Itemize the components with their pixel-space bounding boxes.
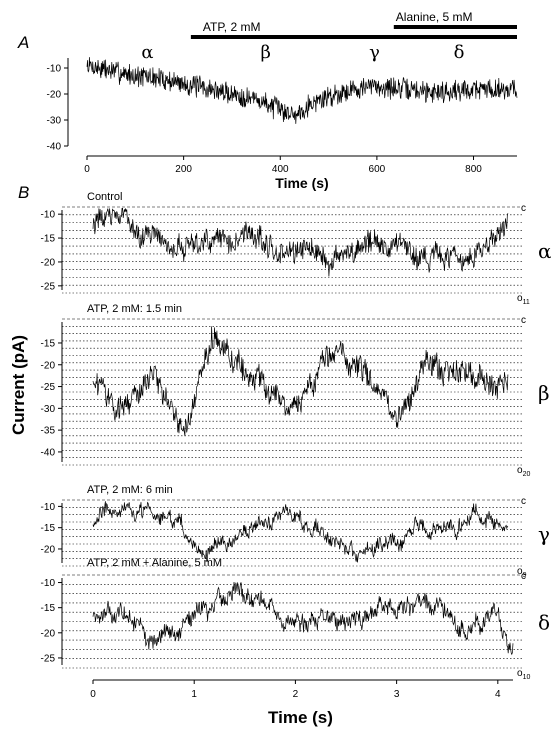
x-tick-label: 0 (84, 164, 90, 175)
open-level-subscript: 20 (523, 471, 531, 478)
y-tick-label: -15 (41, 603, 56, 614)
panel-a-letter: A (17, 33, 29, 52)
trace-panel: -15 -20 -25 -30 -35 -40 ATP, 2 mM: 1.5 min c o20… (41, 303, 550, 478)
x-tick-label: 800 (465, 164, 482, 175)
panel-b-chart: -10-15-20-25Controlco11α-15-20-25-30-35-… (9, 191, 552, 727)
x-tick-label: 4 (495, 689, 501, 700)
y-tick-label: -35 (41, 426, 56, 437)
x-tick-label: 2 (293, 689, 299, 700)
current-trace (92, 208, 509, 277)
open-level-subscript: 9 (523, 572, 527, 579)
x-tick-label: 0 (90, 689, 96, 700)
y-axis-title: Current (pA) (9, 335, 28, 435)
y-tick-label: -15 (41, 234, 56, 245)
closed-level-label: c (521, 496, 526, 507)
closed-level-label: c (521, 203, 526, 214)
y-tick-label: -20 (41, 360, 56, 371)
open-level-subscript: 10 (523, 674, 531, 681)
segment-label: γ (369, 42, 380, 63)
current-trace (92, 326, 509, 437)
current-trace (92, 581, 514, 656)
x-tick-label: 600 (369, 164, 386, 175)
y-tick-label: -10 (41, 578, 56, 589)
trace-greek-label: β (538, 381, 550, 405)
y-tick-label: -20 (41, 257, 56, 268)
x-tick-label: 400 (272, 164, 289, 175)
condition-label: ATP, 2 mM: 6 min (87, 484, 173, 496)
treatment-label: ATP, 2 mM (203, 20, 261, 34)
y-tick-label: -10 (41, 210, 56, 221)
x-tick-label: 3 (394, 689, 400, 700)
y-tick-label: -20 (41, 544, 56, 555)
condition-label: Control (87, 191, 122, 203)
y-tick-label: -40 (41, 447, 56, 458)
y-tick-label: -25 (41, 382, 56, 393)
x-axis-title: Time (s) (268, 708, 333, 727)
x-axis-title: Time (s) (275, 175, 328, 191)
current-trace (86, 57, 518, 124)
y-tick-label: -10 (47, 64, 62, 75)
closed-level-label: c (521, 571, 526, 582)
y-tick-label: -20 (47, 90, 62, 101)
trace-greek-label: δ (538, 611, 550, 635)
y-tick-label: -10 (41, 502, 56, 513)
trace-greek-label: γ (538, 522, 550, 546)
y-tick-label: -15 (41, 523, 56, 534)
treatment-label: Alanine, 5 mM (396, 10, 473, 24)
panel-b-letter: B (18, 183, 29, 202)
segment-label: α (141, 42, 153, 63)
x-tick-label: 200 (175, 164, 192, 175)
open-level-label: o11 (517, 293, 530, 306)
panel-a-chart: ATP, 2 mM Alanine, 5 mM α β γ δ -10 -20 -30 -40 0 2… (47, 10, 518, 191)
trace-panel: -10 -15 -20 -25 Control c o11 α (41, 191, 552, 306)
open-level-label: o10 (517, 668, 530, 681)
segment-label: δ (454, 42, 465, 63)
condition-label: ATP, 2 mM + Alanine, 5 mM (87, 557, 222, 569)
open-level-label: o20 (517, 465, 530, 478)
trace-panel: -10 -15 -20 -25 ATP, 2 mM + Alanine, 5 mM c o1… (41, 557, 551, 681)
open-level-subscript: 11 (523, 299, 530, 306)
y-tick-label: -25 (41, 281, 56, 292)
y-tick-label: -40 (47, 142, 62, 153)
y-tick-label: -20 (41, 628, 56, 639)
y-tick-label: -15 (41, 338, 56, 349)
y-tick-label: -30 (41, 404, 56, 415)
open-level-label: o9 (517, 566, 527, 579)
trace-greek-label: α (538, 239, 552, 263)
x-tick-label: 1 (191, 689, 197, 700)
y-tick-label: -30 (47, 116, 62, 127)
y-tick-label: -25 (41, 653, 56, 664)
closed-level-label: c (521, 315, 526, 326)
segment-label: β (261, 42, 271, 63)
current-trace (92, 501, 509, 563)
condition-label: ATP, 2 mM: 1.5 min (87, 303, 182, 315)
